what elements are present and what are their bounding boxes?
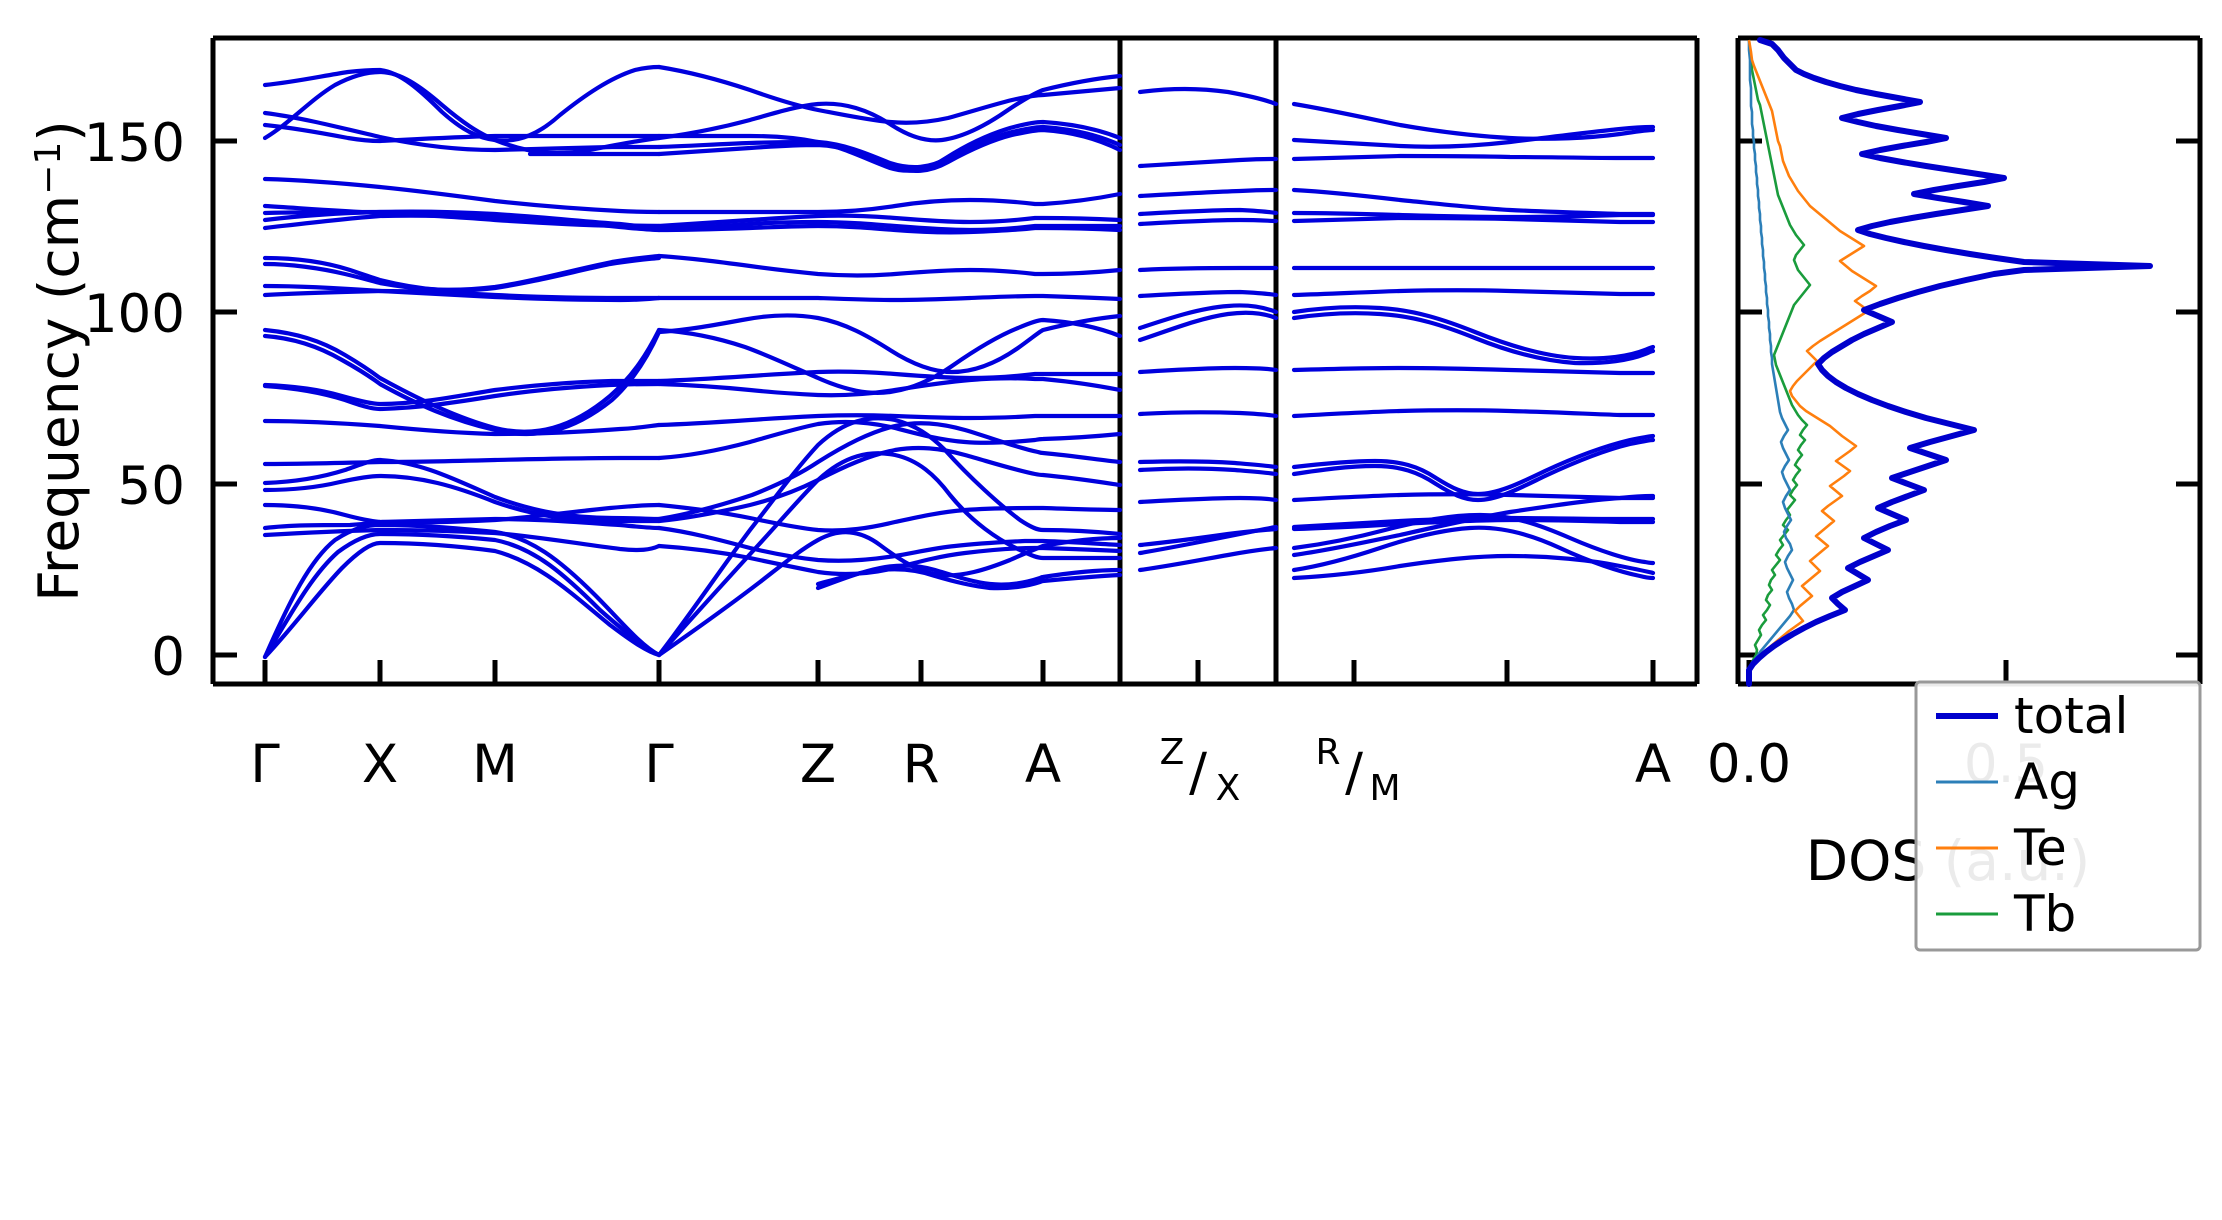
x-tick-label-gamma-1: Γ — [250, 734, 280, 795]
x-tick-label-r-over-m-den: M — [1369, 768, 1400, 809]
y-tick-label-0: 0 — [151, 627, 185, 688]
band-x-ticks — [262, 660, 1656, 684]
x-tick-label-r-over-m-num: R — [1315, 732, 1340, 773]
x-tick-label-m: M — [472, 734, 518, 795]
x-tick-label-a-2: A — [1635, 734, 1671, 795]
band-y-ticks — [213, 138, 237, 658]
dos-curve-total — [1746, 37, 2153, 687]
x-tick-label-a-1: A — [1025, 734, 1061, 795]
legend-label-te: Te — [2013, 819, 2067, 877]
x-tick-label-z-over-x-slash: / — [1189, 742, 1207, 803]
x-tick-label-gamma-2: Γ — [644, 734, 674, 795]
dos-y-ticks — [1738, 138, 2200, 658]
dos-x-ticks — [1746, 660, 2009, 684]
x-tick-label-z-over-x-num: Z — [1160, 732, 1185, 773]
x-tick-label-r-over-m-slash: / — [1345, 742, 1363, 803]
legend-label-tb: Tb — [2013, 885, 2076, 943]
band-segment-breaks — [1117, 38, 1279, 684]
x-tick-label-z-over-x-den: X — [1216, 768, 1241, 809]
x-tick-label-z-over-x: Z / X — [1160, 732, 1241, 809]
legend-label-total: total — [2014, 687, 2128, 745]
y-tick-label-50: 50 — [118, 456, 185, 517]
y-tick-label-150: 150 — [84, 113, 185, 174]
dos-curves — [1746, 37, 2153, 687]
legend-label-ag: Ag — [2014, 753, 2080, 811]
x-tick-label-r-over-m: R / M — [1315, 732, 1400, 809]
dos-x-tick-label-0: 0.0 — [1707, 734, 1791, 795]
dos-axes — [1735, 35, 2203, 687]
band-curves — [262, 64, 1656, 660]
dos-curve-tb — [1747, 39, 1812, 684]
dos-curve-ag — [1747, 40, 1796, 684]
x-tick-label-x: X — [362, 734, 398, 795]
x-tick-label-z: Z — [800, 734, 836, 795]
dos-legend: total Ag Te Tb — [1914, 680, 2202, 952]
x-tick-label-r: R — [903, 734, 940, 795]
y-tick-label-100: 100 — [84, 284, 185, 345]
y-axis-label: Frequency (cm−1) — [27, 120, 91, 601]
band-axes — [210, 35, 1700, 687]
legend-background — [1914, 680, 2202, 952]
